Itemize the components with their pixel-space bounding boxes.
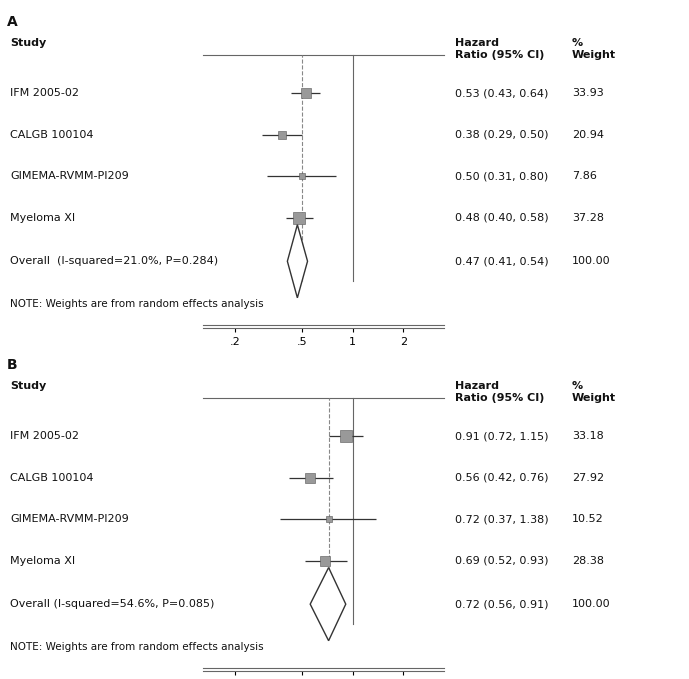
Text: 27.92: 27.92 [572,473,604,483]
Text: 0.48 (0.40, 0.58): 0.48 (0.40, 0.58) [455,213,548,223]
Text: Myeloma XI: Myeloma XI [10,556,76,566]
Text: 0.69 (0.52, 0.93): 0.69 (0.52, 0.93) [455,556,548,566]
Text: Overall (I-squared=54.6%, P=0.085): Overall (I-squared=54.6%, P=0.085) [10,599,215,609]
Text: 0.47 (0.41, 0.54): 0.47 (0.41, 0.54) [455,256,548,266]
Text: 100.00: 100.00 [572,599,610,609]
Text: GIMEMA-RVMM-PI209: GIMEMA-RVMM-PI209 [10,514,129,524]
Text: %
Weight: % Weight [572,38,616,60]
Text: 10.52: 10.52 [572,514,604,524]
Text: Study: Study [10,381,47,391]
Text: Hazard
Ratio (95% CI): Hazard Ratio (95% CI) [455,38,544,60]
Text: CALGB 100104: CALGB 100104 [10,473,94,483]
Text: 0.38 (0.29, 0.50): 0.38 (0.29, 0.50) [455,130,548,140]
Text: 28.38: 28.38 [572,556,604,566]
Text: 0.72 (0.37, 1.38): 0.72 (0.37, 1.38) [455,514,548,524]
Text: Hazard
Ratio (95% CI): Hazard Ratio (95% CI) [455,381,544,403]
Text: NOTE: Weights are from random effects analysis: NOTE: Weights are from random effects an… [10,299,264,310]
Text: 33.18: 33.18 [572,431,604,441]
Text: 37.28: 37.28 [572,213,604,223]
Polygon shape [310,568,346,641]
Text: Study: Study [10,38,47,48]
Text: IFM 2005-02: IFM 2005-02 [10,88,79,98]
Text: Myeloma XI: Myeloma XI [10,213,76,223]
Text: 0.53 (0.43, 0.64): 0.53 (0.43, 0.64) [455,88,548,98]
Text: 20.94: 20.94 [572,130,604,140]
Text: 7.86: 7.86 [572,171,597,181]
Text: NOTE: Weights are from random effects analysis: NOTE: Weights are from random effects an… [10,642,264,653]
Text: 0.50 (0.31, 0.80): 0.50 (0.31, 0.80) [455,171,548,181]
Text: GIMEMA-RVMM-PI209: GIMEMA-RVMM-PI209 [10,171,129,181]
Text: B: B [7,358,17,372]
Text: %
Weight: % Weight [572,381,616,403]
Polygon shape [287,225,307,298]
Text: Overall  (I-squared=21.0%, P=0.284): Overall (I-squared=21.0%, P=0.284) [10,256,218,266]
Text: 100.00: 100.00 [572,256,610,266]
Text: 0.91 (0.72, 1.15): 0.91 (0.72, 1.15) [455,431,548,441]
Text: 0.72 (0.56, 0.91): 0.72 (0.56, 0.91) [455,599,548,609]
Text: CALGB 100104: CALGB 100104 [10,130,94,140]
Text: 33.93: 33.93 [572,88,604,98]
Text: 0.56 (0.42, 0.76): 0.56 (0.42, 0.76) [455,473,548,483]
Text: IFM 2005-02: IFM 2005-02 [10,431,79,441]
Text: A: A [7,15,18,29]
